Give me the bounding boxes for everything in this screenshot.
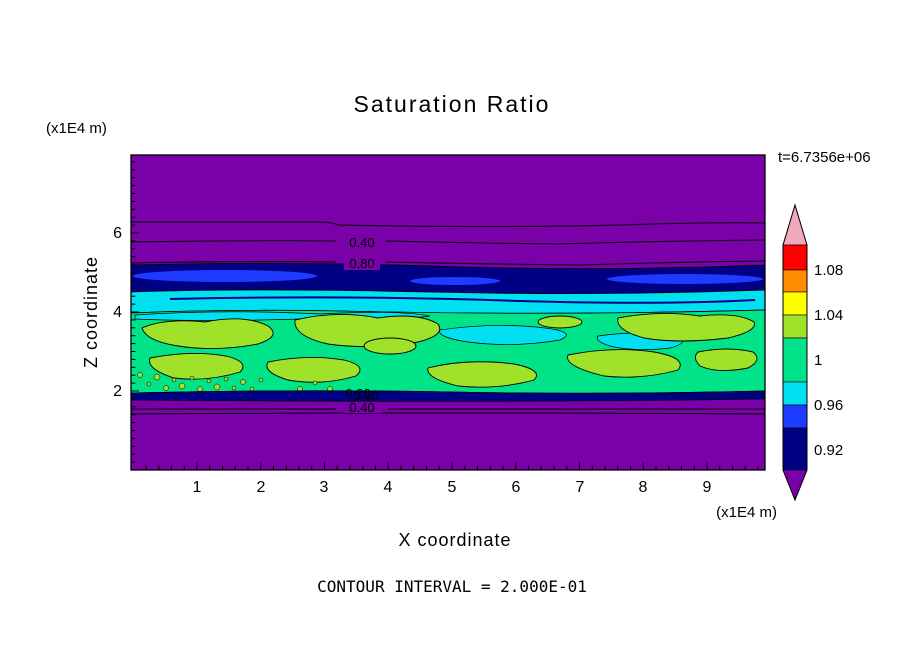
- speckle-field: [137, 372, 333, 392]
- contour-label-mask: [344, 236, 380, 249]
- saturation-blob: [537, 315, 583, 329]
- colorbar-label: 0.96: [814, 397, 843, 414]
- speckle: [137, 372, 143, 378]
- contour-line: [131, 240, 337, 243]
- speckle: [197, 386, 203, 392]
- x-tick-label: 5: [448, 479, 457, 496]
- speckle: [171, 377, 177, 383]
- x-tick-label: 9: [703, 479, 712, 496]
- x-axis: 1 2 3 4 5 6 7 8 9 (x1E4 m) X coordinate: [193, 479, 777, 550]
- colorbar-segment-orange: [782, 269, 808, 293]
- x-tick-label: 1: [193, 479, 202, 496]
- blue-lens: [607, 274, 763, 284]
- y-tick-label: 6: [113, 225, 122, 242]
- contour-value-label: 0.80: [349, 256, 374, 271]
- colorbar-segment-green: [782, 337, 808, 383]
- speckle: [178, 382, 186, 390]
- colorbar-label: 1: [814, 352, 822, 369]
- saturation-blobs: [141, 312, 758, 388]
- figure-title: Saturation Ratio: [354, 91, 551, 117]
- x-tick-label: 7: [576, 479, 585, 496]
- colorbar-segment-yellow-green: [782, 314, 808, 339]
- speckle: [231, 385, 237, 391]
- x-tick-label: 2: [257, 479, 266, 496]
- x-tick-label: 3: [320, 479, 329, 496]
- lower-contour-lines: [131, 408, 765, 415]
- time-annotation: t=6.7356e+06: [778, 149, 871, 166]
- blue-lens: [410, 277, 500, 285]
- speckle: [189, 375, 195, 381]
- colorbar-segment-pink: [782, 203, 808, 246]
- colorbar-label: 0.92: [814, 442, 843, 459]
- saturation-blob: [294, 314, 441, 348]
- colorbar-label: 1.04: [814, 307, 843, 324]
- speckle: [223, 376, 229, 382]
- colorbar-outline: [782, 203, 808, 502]
- contour-value-label: 0.40: [349, 235, 374, 250]
- speckle: [312, 380, 318, 386]
- contour-label-mask: [344, 402, 382, 413]
- x-tick-label: 4: [384, 479, 393, 496]
- saturation-blob: [363, 337, 417, 355]
- navy-strip: [131, 390, 765, 402]
- y-tick-label: 4: [113, 304, 122, 321]
- y-axis-title: Z coordinate: [81, 256, 101, 368]
- saturation-blob: [617, 312, 755, 342]
- contour-field: 0.40 0.80 0.20 0.30 0.40: [131, 155, 765, 470]
- contour-line: [385, 239, 765, 245]
- saturation-blob: [149, 352, 244, 380]
- x-axis-ticks: [145, 462, 759, 470]
- saturation-blob: [141, 318, 274, 350]
- colorbar: 1.08 1.04 1 0.96 0.92: [782, 203, 843, 502]
- y-axis-unit-label: (x1E4 m): [46, 120, 107, 137]
- colorbar-segment-cyan: [782, 381, 808, 406]
- speckle: [163, 385, 169, 391]
- speckle: [213, 383, 221, 391]
- y-tick-label: 2: [113, 383, 122, 400]
- saturation-blob: [567, 349, 681, 378]
- saturation-blob: [427, 361, 537, 388]
- contour-value-label: 0.40: [349, 400, 374, 415]
- speckle: [146, 381, 152, 387]
- speckle: [206, 378, 212, 384]
- contour-value-label: 0.30: [353, 388, 378, 403]
- speckle: [258, 377, 264, 383]
- contour-value-label: 0.20: [345, 386, 370, 401]
- upper-contour-lines: [131, 221, 765, 266]
- contour-label-mask: [344, 257, 380, 270]
- y-axis: 6 4 2 Z coordinate: [81, 225, 122, 400]
- blue-lens: [133, 270, 317, 282]
- contour-line: [131, 261, 337, 264]
- saturation-blob: [695, 348, 758, 371]
- x-tick-label: 8: [639, 479, 648, 496]
- contour-line: [385, 260, 765, 266]
- colorbar-segment-red: [782, 244, 808, 271]
- colorbar-segment-navy: [782, 427, 808, 471]
- contour-line: [131, 412, 765, 415]
- contour-line: [131, 221, 765, 227]
- contour-interval-note: CONTOUR INTERVAL = 2.000E-01: [317, 577, 587, 596]
- colorbar-label: 1.08: [814, 262, 843, 279]
- cyan-wisp: [439, 325, 567, 345]
- colorbar-segment-purple: [782, 469, 808, 501]
- x-axis-unit-label: (x1E4 m): [716, 504, 777, 521]
- speckle: [249, 386, 255, 392]
- y-axis-ticks: [131, 161, 139, 463]
- speckle: [240, 379, 246, 385]
- x-axis-title: X coordinate: [398, 530, 511, 550]
- colorbar-segment-yellow: [782, 291, 808, 316]
- colorbar-segment-blue: [782, 404, 808, 429]
- speckle: [153, 373, 161, 381]
- x-tick-label: 6: [512, 479, 521, 496]
- navy-streak: [169, 296, 756, 304]
- saturation-blob: [266, 356, 361, 383]
